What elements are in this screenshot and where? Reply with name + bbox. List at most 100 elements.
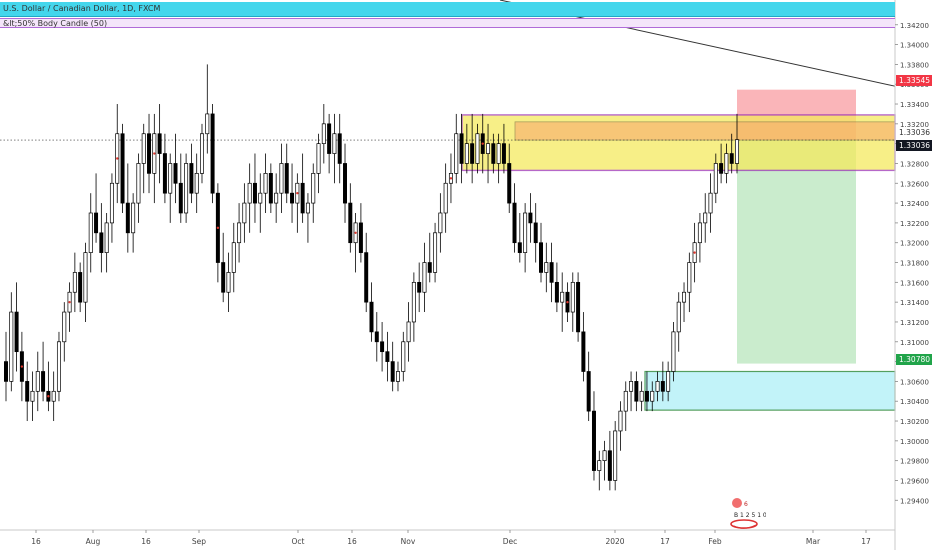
y-tick-label: 1.31800 (900, 260, 929, 268)
indicator-legend[interactable]: &lt;50% Body Candle (50) (0, 18, 895, 28)
chart-title: U.S. Dollar / Canadian Dollar, 1D, FXCM (0, 2, 895, 17)
seal-watermark: 6 B 1 2 5 1 0 (726, 495, 767, 531)
candle-body (247, 182, 252, 204)
signal-dot (68, 300, 71, 304)
x-tick-label: 16 (31, 537, 41, 546)
candle-body (676, 301, 681, 333)
x-tick-label: Oct (292, 537, 305, 546)
candle-body (623, 390, 628, 412)
signal-dot (354, 231, 357, 235)
candle-body (417, 281, 422, 293)
candle-body (464, 143, 469, 164)
y-tick-label: 1.32400 (900, 200, 929, 208)
candle-body (666, 371, 671, 392)
candle-body (136, 163, 141, 204)
candle-body (390, 361, 395, 382)
candle-body (470, 143, 475, 164)
candle-body (528, 212, 533, 224)
svg-text:6: 6 (744, 501, 748, 508)
candle-body (316, 143, 321, 174)
candle-body (724, 153, 729, 174)
candle-body (252, 182, 257, 204)
candles-layer (4, 64, 739, 491)
candle-body (703, 212, 708, 224)
candle-body (78, 272, 83, 303)
candle-body (729, 153, 734, 164)
candle-body (591, 410, 596, 471)
candle-body (62, 311, 67, 343)
candle-body (226, 272, 231, 293)
stop-price-tag: 1.33545 (896, 75, 932, 86)
last-price-tag: 1.33036 (896, 127, 932, 138)
y-tick-label: 1.31600 (900, 279, 929, 287)
candle-body (56, 341, 61, 392)
candle-body (629, 381, 634, 392)
candle-body (51, 390, 56, 402)
candle-body (284, 163, 289, 194)
candle-body (735, 139, 739, 164)
candle-body (221, 262, 226, 293)
candle-body (501, 143, 506, 164)
candle-body (300, 182, 305, 214)
candle-body (682, 291, 687, 303)
candle-body (173, 163, 178, 184)
candle-body (327, 123, 332, 154)
candle-body (655, 381, 660, 392)
signal-dot (47, 395, 50, 398)
candle-body (279, 163, 284, 194)
candle-body (168, 163, 173, 194)
y-tick-label: 1.32600 (900, 180, 929, 188)
x-tick-label: Aug (86, 537, 101, 546)
candle-body (380, 341, 385, 353)
candle-body (72, 272, 77, 293)
target-zone (737, 140, 856, 364)
candle-body (433, 232, 438, 273)
x-tick-label: 16 (347, 537, 357, 546)
candle-body (343, 163, 348, 204)
y-tick-label: 1.33400 (900, 101, 929, 109)
y-tick-label: 1.31000 (900, 339, 929, 347)
candle-body (597, 460, 602, 471)
candle-body (687, 262, 692, 293)
candle-body (332, 133, 337, 154)
candle-body (189, 163, 194, 194)
y-tick-label: 1.29800 (900, 458, 929, 466)
candle-body (141, 133, 146, 164)
y-tick-label: 1.32200 (900, 220, 929, 228)
candle-body (570, 281, 575, 313)
candle-body (618, 410, 623, 432)
candle-body (581, 331, 586, 372)
x-tick-label: Dec (503, 537, 518, 546)
candle-body (258, 192, 263, 204)
candle-body (422, 262, 427, 293)
signal-dot (481, 142, 484, 145)
candle-body (586, 371, 591, 412)
candle-body (512, 202, 517, 244)
candle-body (348, 202, 353, 244)
candle-body (88, 212, 93, 253)
candle-body (30, 390, 35, 402)
candle-body (237, 222, 242, 244)
candle-body (25, 381, 30, 402)
candle-body (438, 212, 443, 234)
candle-body (200, 133, 204, 174)
candle-body (99, 232, 104, 253)
candle-body (523, 212, 528, 253)
candle-body (708, 192, 713, 214)
signal-dot (693, 251, 696, 254)
candle-body (671, 331, 676, 372)
y-tick-label: 1.31200 (900, 319, 929, 327)
y-tick-label: 1.29400 (900, 497, 929, 505)
svg-text:B 1 2 5 1 0: B 1 2 5 1 0 (734, 512, 766, 519)
candle-body (358, 222, 363, 253)
candle-body (120, 133, 125, 204)
candle-body (602, 450, 607, 462)
candle-body (454, 133, 459, 174)
x-tick-label: 17 (660, 537, 670, 546)
y-tick-label: 1.34200 (900, 22, 929, 30)
candle-body (475, 133, 480, 164)
candle-body (41, 371, 46, 392)
candle-body (9, 311, 14, 382)
